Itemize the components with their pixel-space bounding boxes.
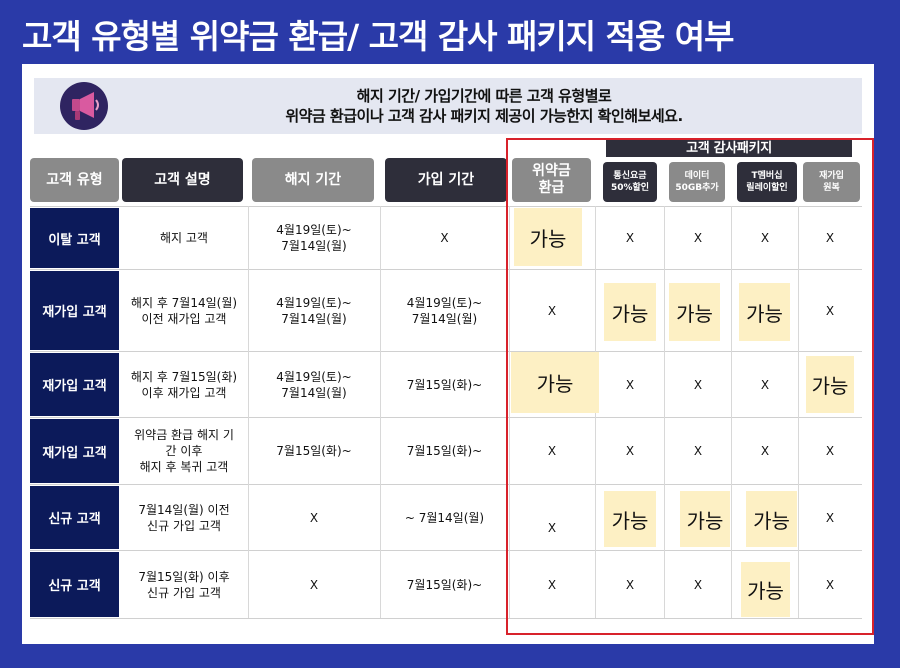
header-pkg-bill-discount: 통신요금 50%할인: [603, 162, 657, 202]
row-desc: 해지 고객: [160, 231, 208, 245]
row-refund: 가능: [511, 352, 599, 413]
row-pkg2: X: [693, 377, 703, 392]
col-divider: [731, 206, 732, 618]
header-pkg-rejoin: 재가입 원복: [803, 162, 860, 202]
row-type: 재가입 고객: [30, 353, 119, 416]
row-pkg4: X: [825, 510, 835, 525]
banner-line-1: 해지 기간/ 가입기간에 따른 고객 유형별로: [356, 87, 612, 105]
row-join-period: ~ 7월14일(월): [404, 510, 485, 525]
row-cancel-period: X: [309, 510, 319, 525]
row-pkg4: X: [825, 577, 835, 592]
row-pkg2: X: [693, 444, 703, 458]
header-pkg-data: 데이터 50GB추가: [669, 162, 725, 202]
page-title: 고객 유형별 위약금 환급/ 고객 감사 패키지 적용 여부: [22, 17, 735, 56]
row-pkg1: X: [625, 377, 635, 392]
row-divider: [30, 484, 862, 485]
row-cancel-period: X: [309, 577, 319, 592]
row-desc: 위약금 환급 해지 기 간 이후 해지 후 복귀 고객: [134, 428, 234, 474]
row-pkg4: X: [825, 231, 835, 245]
row-pkg4: X: [825, 303, 835, 318]
row-pkg1: 가능: [604, 491, 656, 547]
row-type: 신규 고객: [30, 552, 119, 617]
row-pkg4: 가능: [806, 356, 854, 413]
row-refund: X: [547, 577, 557, 592]
col-divider: [248, 206, 249, 618]
row-cancel-period: 7월15일(화)~: [276, 444, 352, 458]
header-package-group: 고객 감사패키지: [606, 140, 852, 157]
banner-line-2: 위약금 환급이나 고객 감사 패키지 제공이 가능한지 확인해보세요.: [285, 107, 683, 125]
row-join-period: 7월15일(화)~: [406, 577, 483, 592]
row-desc: 해지 후 7월15일(화) 이후 재가입 고객: [130, 369, 238, 400]
row-join-period: 4월19일(토)~ 7월14일(월): [406, 295, 483, 326]
row-divider: [30, 618, 862, 619]
row-pkg3: X: [760, 444, 770, 458]
row-cancel-period: 4월19일(토)~ 7월14일(월): [276, 369, 352, 400]
row-desc: 해지 후 7월14일(월) 이전 재가입 고객: [130, 295, 238, 326]
col-divider: [380, 206, 381, 618]
row-type: 신규 고객: [30, 486, 119, 549]
row-pkg3: 가능: [746, 491, 797, 547]
row-cancel-period: 4월19일(토)~ 7월14일(월): [276, 295, 352, 326]
row-join-period: 7월15일(화)~: [406, 444, 483, 458]
row-desc: 7월14일(월) 이전 신규 가입 고객: [138, 502, 230, 533]
col-divider: [798, 206, 799, 618]
row-refund: X: [547, 444, 557, 458]
header-type: 고객 유형: [30, 158, 119, 202]
row-desc: 7월15일(화) 이후 신규 가입 고객: [138, 569, 230, 600]
row-pkg3: X: [760, 231, 770, 245]
row-cancel-period: 4월19일(토)~ 7월14일(월): [276, 223, 352, 253]
row-pkg2: X: [693, 577, 703, 592]
header-refund: 위약금 환급: [512, 158, 591, 202]
row-divider: [30, 351, 862, 352]
row-type: 이탈 고객: [30, 208, 119, 268]
row-divider: [30, 206, 862, 207]
row-type: 재가입 고객: [30, 419, 119, 483]
row-join-period: X: [440, 231, 449, 245]
header-desc: 고객 설명: [122, 158, 243, 202]
row-pkg2: 가능: [680, 491, 730, 547]
row-pkg1: X: [625, 444, 635, 458]
row-pkg3: 가능: [739, 283, 790, 341]
megaphone-icon: [60, 82, 108, 130]
row-refund: X: [547, 303, 557, 318]
row-refund: 가능: [514, 208, 582, 266]
row-divider: [30, 269, 862, 270]
row-refund: X: [547, 520, 557, 535]
row-divider: [30, 417, 862, 418]
info-banner: 해지 기간/ 가입기간에 따른 고객 유형별로 위약금 환급이나 고객 감사 패…: [34, 78, 862, 134]
row-pkg1: X: [625, 231, 635, 245]
row-type: 재가입 고객: [30, 271, 119, 350]
header-join-period: 가입 기간: [385, 158, 507, 202]
row-pkg4: X: [825, 444, 835, 458]
row-join-period: 7월15일(화)~: [406, 377, 483, 392]
col-divider: [664, 206, 665, 618]
row-pkg2: 가능: [669, 283, 720, 341]
row-pkg2: X: [693, 231, 703, 245]
row-pkg3: 가능: [741, 562, 790, 617]
header-pkg-membership: T멤버십 릴레이할인: [737, 162, 797, 202]
row-pkg1: 가능: [604, 283, 656, 341]
col-divider: [509, 206, 510, 618]
row-pkg1: X: [625, 577, 635, 592]
row-divider: [30, 550, 862, 551]
row-pkg3: X: [760, 377, 770, 392]
header-cancel-period: 해지 기간: [252, 158, 374, 202]
